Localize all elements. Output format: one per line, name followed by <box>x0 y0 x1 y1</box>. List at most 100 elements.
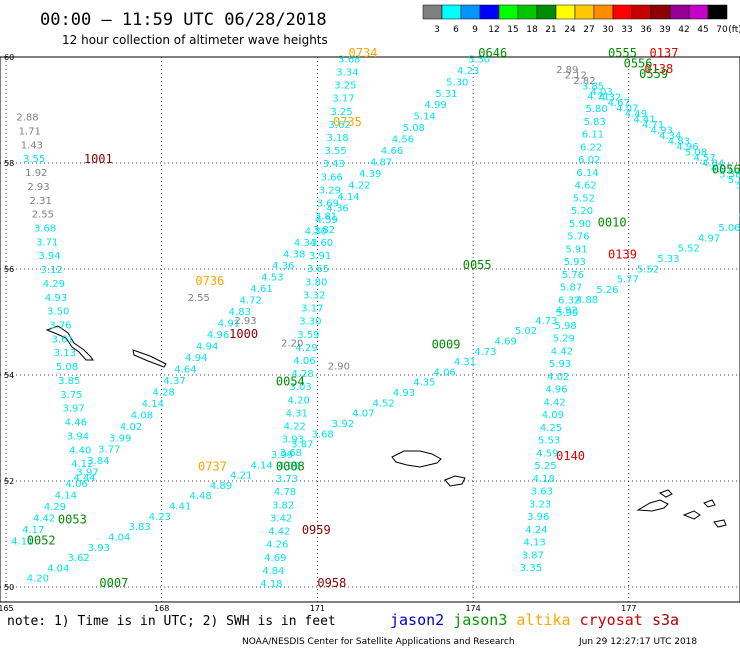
wave-height-value: 5.08 <box>403 123 425 134</box>
wave-height-value: 3.87 <box>291 440 313 451</box>
island-east-b <box>658 489 673 498</box>
pass-time-label: 0735 <box>333 115 362 129</box>
colorbar-label: 39 <box>659 25 671 35</box>
wave-height-value: 2.31 <box>30 196 52 207</box>
wave-height-value: 4.18 <box>260 579 282 590</box>
wave-height-value: 4.13 <box>523 538 545 549</box>
wave-height-value: 4.42 <box>268 527 290 538</box>
wave-height-value: 4.83 <box>229 307 251 318</box>
colorbar-label: 6 <box>453 25 459 35</box>
wave-height-value: 4.91 <box>218 318 240 329</box>
wave-height-value: 4.96 <box>207 330 229 341</box>
footer-credit: NOAA/NESDIS Center for Satellite Applica… <box>242 637 515 647</box>
wave-height-value: 3.96 <box>527 512 549 523</box>
wave-height-value: 3.93 <box>88 543 110 554</box>
colorbar-swatch <box>422 4 443 20</box>
wave-height-value: 5.26 <box>596 285 618 296</box>
wave-height-value: 4.23 <box>457 66 479 77</box>
wave-height-value: 2.20 <box>281 339 303 350</box>
wave-height-value: 3.84 <box>87 456 109 467</box>
wave-height-value: 5.20 <box>571 206 593 217</box>
wave-height-value: 5.77 <box>617 275 639 286</box>
wave-height-value: 1.92 <box>25 168 47 179</box>
wave-height-value: 3.17 <box>301 304 323 315</box>
wave-height-value: 3.85 <box>582 81 604 92</box>
colorbar-swatch <box>460 4 481 20</box>
colorbar-label: 9 <box>472 25 478 35</box>
wave-height-value: 2.12 <box>565 70 587 81</box>
wave-height-value: 4.29 <box>43 279 65 290</box>
wave-height-value: 3.60 <box>311 238 333 249</box>
colorbar-label: 3 <box>434 25 440 35</box>
wave-height-value: 4.52 <box>373 398 395 409</box>
wave-height-value: 4.20 <box>27 574 49 585</box>
wave-height-value: 4.69 <box>495 336 517 347</box>
colorbar-label: 27 <box>583 25 594 35</box>
latitude-label: 56 <box>4 265 14 274</box>
wave-height-value: 4.32 <box>599 92 621 103</box>
wave-height-value: 4.84 <box>702 158 724 169</box>
pass-time-label: 0734 <box>349 46 378 60</box>
wave-height-value: 4.03 <box>590 87 612 98</box>
wave-height-value: 4.14 <box>142 399 164 410</box>
wave-height-value: 4.14 <box>55 491 77 502</box>
wave-height-value: 4.12 <box>71 459 93 470</box>
wave-height-value: 3.76 <box>49 321 71 332</box>
wave-height-value: 2.82 <box>573 76 595 87</box>
wave-height-value: 4.34 <box>659 131 681 142</box>
wave-height-value: 3.85 <box>58 376 80 387</box>
map-axis-labels: 165 168 171 174 177 60 58 56 54 52 50 <box>0 53 636 613</box>
wave-height-value: 3.77 <box>98 445 120 456</box>
colorbar-swatch <box>688 4 709 20</box>
wave-height-value: 4.93 <box>651 125 673 136</box>
wave-height-value: 4.09 <box>542 410 564 421</box>
wave-height-value: 2.90 <box>328 362 350 373</box>
colorbar-swatch <box>517 4 538 20</box>
wave-height-value: 4.71 <box>587 91 609 102</box>
pass-time-label: 0055 <box>463 258 492 272</box>
legend-s3a: s3a <box>652 611 679 629</box>
wave-height-value: 4.36 <box>327 204 349 215</box>
colorbar-label: 30 <box>602 25 614 35</box>
wave-height-value: 6.11 <box>582 130 604 141</box>
wave-height-value: 4.93 <box>45 293 67 304</box>
wave-height-value: 3.92 <box>332 419 354 430</box>
longitude-label: 171 <box>310 604 325 613</box>
latitude-label: 58 <box>4 159 14 168</box>
colorbar-swatch <box>650 4 671 20</box>
wave-height-value: 3.35 <box>520 563 542 574</box>
wave-height-value: 4.59 <box>316 215 338 226</box>
wave-height-value: 4.59 <box>536 448 558 459</box>
pass-time-label: 0054 <box>276 375 305 389</box>
wave-height-value: 6.14 <box>576 168 598 179</box>
pass-time-label: 0646 <box>478 46 507 60</box>
pass-time-label: 0958 <box>317 576 346 590</box>
wave-height-value: 3.69 <box>317 199 339 210</box>
wave-height-value: 5.33 <box>657 254 679 265</box>
wave-height-value: 5.08 <box>56 362 78 373</box>
wave-height-value: 3.62 <box>328 120 350 131</box>
wave-height-value: 4.04 <box>108 532 130 543</box>
wave-height-value: 3.94 <box>38 251 60 262</box>
wave-height-value: 4.73 <box>474 347 496 358</box>
wave-height-value: 5.83 <box>584 117 606 128</box>
pass-time-label: 0008 <box>276 459 305 473</box>
pass-time-label: 0555 <box>608 46 637 60</box>
wave-height-value: 3.03 <box>290 382 312 393</box>
wave-height-value: 4.28 <box>291 369 313 380</box>
wave-height-value: 4.69 <box>264 553 286 564</box>
colorbar-label: 36 <box>640 25 652 35</box>
wave-height-value: 4.06 <box>434 367 456 378</box>
wave-height-value: 4.41 <box>633 114 655 125</box>
pass-time-label: 0056 <box>712 163 740 177</box>
wave-height-value: 4.29 <box>295 343 317 354</box>
wave-height-value: 4.14 <box>337 192 359 203</box>
wave-height-value: 4.39 <box>359 169 381 180</box>
colorbar-label: 42 <box>678 25 689 35</box>
wave-height-value: 4.87 <box>370 158 392 169</box>
pass-time-label: 0010 <box>598 216 627 230</box>
wave-height-value: 4.96 <box>676 142 698 153</box>
wave-height-value: 5.30 <box>468 54 490 65</box>
pass-time-label: 0137 <box>650 46 679 60</box>
